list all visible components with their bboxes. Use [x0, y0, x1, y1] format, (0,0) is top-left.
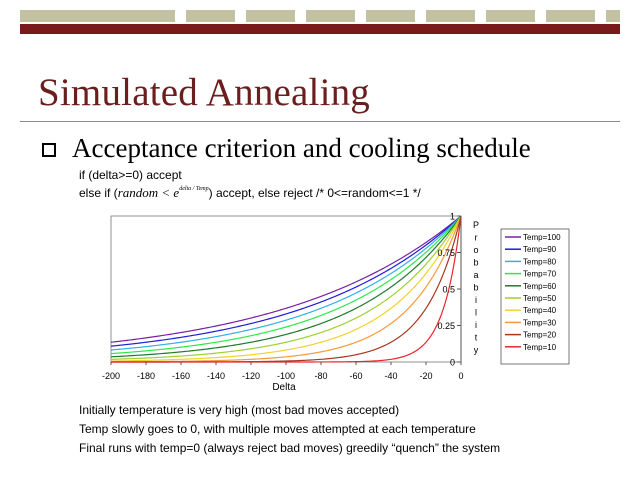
code-line-suffix: ) accept, else reject /* 0<=random<=1 */ [208, 186, 421, 200]
y-axis-label-letter: i [475, 295, 477, 305]
code-line-else: else if (random < edelta / Temp) accept,… [79, 185, 421, 201]
y-axis-label-letter: y [474, 345, 479, 355]
y-axis-label-letter: b [473, 258, 478, 268]
title-divider [20, 121, 620, 122]
band-square [295, 10, 306, 22]
legend-label: Temp=40 [523, 306, 557, 315]
y-axis-label-letter: o [473, 245, 478, 255]
series-line-90 [110, 215, 462, 347]
legend-label: Temp=50 [523, 294, 557, 303]
y-tick-label: 0.75 [437, 248, 455, 258]
formula-exponent: delta / Temp [179, 186, 209, 192]
legend-label: Temp=100 [523, 233, 561, 242]
bottom-line-2: Temp slowly goes to 0, with multiple mov… [79, 422, 476, 436]
band-square [355, 10, 366, 22]
x-tick-label: -180 [137, 371, 155, 381]
x-tick-label: -60 [349, 371, 362, 381]
x-tick-label: 0 [458, 371, 463, 381]
band-square [175, 10, 186, 22]
legend-label: Temp=10 [523, 343, 557, 352]
y-tick-label: 1 [450, 212, 455, 222]
x-tick-label: -20 [419, 371, 432, 381]
band-square [595, 10, 606, 22]
legend-label: Temp=90 [523, 245, 557, 254]
header-red-band [20, 24, 620, 34]
y-axis-label-letter: b [473, 283, 478, 293]
y-tick-label: 0.5 [442, 285, 455, 295]
y-axis-label-letter: l [475, 308, 477, 318]
legend-label: Temp=30 [523, 318, 557, 327]
legend-label: Temp=80 [523, 257, 557, 266]
y-axis-label-letter: t [475, 333, 478, 343]
x-tick-label: -80 [314, 371, 327, 381]
x-tick-label: -200 [102, 371, 120, 381]
top-decorative-band [20, 10, 620, 22]
series-line-60 [110, 215, 462, 358]
code-line-accept: if (delta>=0) accept [79, 168, 182, 182]
series-line-40 [110, 215, 462, 362]
series-line-80 [110, 215, 462, 351]
y-axis-label-letter: r [475, 233, 478, 243]
y-tick-label: 0.25 [437, 321, 455, 331]
band-square [535, 10, 546, 22]
bullet-heading: Acceptance criterion and cooling schedul… [72, 133, 531, 163]
bullet-square-icon [42, 143, 56, 157]
x-tick-label: -140 [207, 371, 225, 381]
series-line-100 [110, 215, 462, 343]
legend-label: Temp=20 [523, 331, 557, 340]
bottom-line-3: Final runs with temp=0 (always reject ba… [79, 441, 501, 455]
x-tick-label: -120 [242, 371, 260, 381]
band-square [415, 10, 426, 22]
y-axis-label-letter: a [473, 270, 478, 280]
legend-label: Temp=70 [523, 270, 557, 279]
acceptance-formula: random < edelta / Temp [118, 185, 209, 200]
band-square [235, 10, 246, 22]
x-axis-label: Delta [272, 382, 296, 393]
legend-box [500, 228, 570, 365]
slide-title: Simulated Annealing [38, 71, 371, 114]
formula-base: random < e [117, 185, 180, 200]
y-axis-label-letter: i [475, 320, 477, 330]
series-line-10 [111, 215, 462, 363]
code-line-prefix: else if ( [79, 186, 118, 200]
series-line-50 [110, 215, 462, 360]
x-tick-label: -40 [384, 371, 397, 381]
series-line-70 [110, 215, 462, 355]
x-tick-label: -160 [172, 371, 190, 381]
y-axis-label-letter: P [473, 220, 479, 230]
band-square [475, 10, 486, 22]
bottom-line-1: Initially temperature is very high (most… [79, 403, 400, 417]
legend-label: Temp=60 [523, 282, 557, 291]
x-tick-label: -100 [277, 371, 295, 381]
y-tick-label: 0 [450, 358, 455, 368]
